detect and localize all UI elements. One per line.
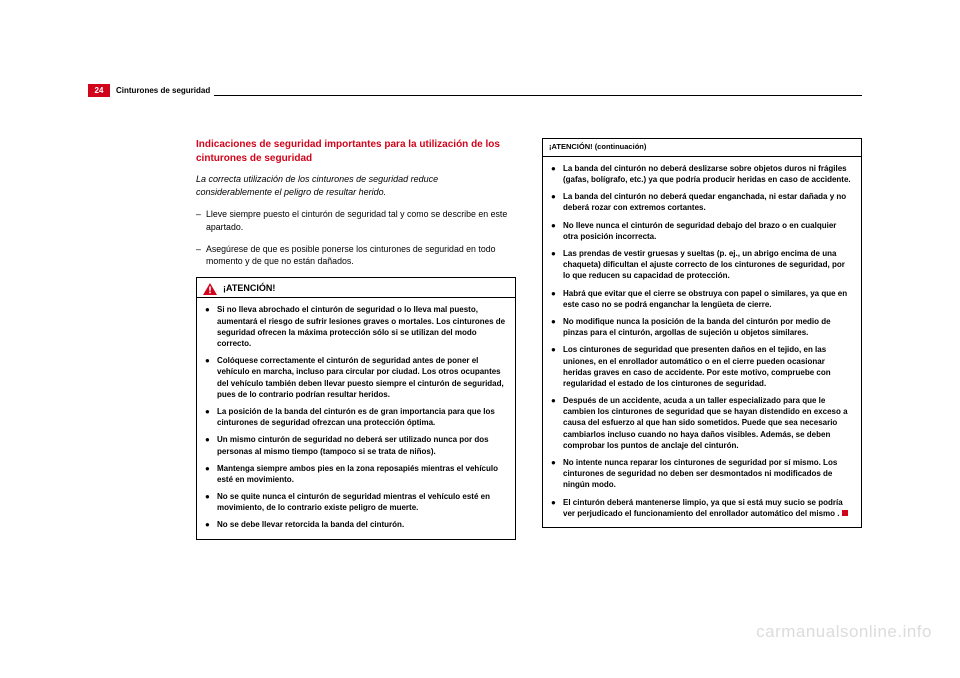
- section-title: Cinturones de seguridad: [110, 86, 210, 95]
- warning-bullet: ●Un mismo cinturón de seguridad no deber…: [205, 434, 507, 456]
- bullet-icon: ●: [551, 191, 563, 213]
- bullet-icon: ●: [205, 355, 217, 400]
- warning-bullet: ●Los cinturones de seguridad que present…: [551, 344, 853, 389]
- bullet-icon: ●: [551, 344, 563, 389]
- bullet-icon: ●: [551, 395, 563, 451]
- warning-title: ¡ATENCIÓN!: [223, 282, 275, 295]
- bullet-icon: ●: [205, 406, 217, 428]
- subsection-title: Indicaciones de seguridad importantes pa…: [196, 138, 516, 165]
- list-item: – Lleve siempre puesto el cinturón de se…: [196, 208, 516, 233]
- warning-title-continued: ¡ATENCIÓN! (continuación): [549, 142, 646, 153]
- warning-bullet: ●Mantenga siempre ambos pies en la zona …: [205, 463, 507, 485]
- warning-bullet: ●No modifique nunca la posición de la ba…: [551, 316, 853, 338]
- bullet-text: No se quite nunca el cinturón de segurid…: [217, 491, 507, 513]
- end-of-section-icon: [842, 510, 848, 516]
- bullet-text: Después de un accidente, acuda a un tall…: [563, 395, 853, 451]
- warning-bullet: ●La posición de la banda del cinturón es…: [205, 406, 507, 428]
- intro-text: La correcta utilización de los cinturone…: [196, 173, 516, 198]
- bullet-icon: ●: [551, 163, 563, 185]
- warning-triangle-icon: [203, 283, 217, 295]
- page-number: 24: [95, 86, 104, 95]
- bullet-text: Mantenga siempre ambos pies en la zona r…: [217, 463, 507, 485]
- bullet-text: El cinturón deberá mantenerse limpio, ya…: [563, 498, 843, 518]
- warning-bullet: ●Colóquese correctamente el cinturón de …: [205, 355, 507, 400]
- warning-header: ¡ATENCIÓN!: [197, 278, 515, 298]
- page-header: Cinturones de seguridad: [110, 84, 862, 97]
- bullet-icon: ●: [205, 491, 217, 513]
- warning-box: ¡ATENCIÓN! ●Si no lleva abrochado el cin…: [196, 277, 516, 539]
- bullet-text: No modifique nunca la posición de la ban…: [563, 316, 853, 338]
- bullet-text: No intente nunca reparar los cinturones …: [563, 457, 853, 491]
- bullet-icon: ●: [205, 304, 217, 349]
- bullet-icon: ●: [205, 519, 217, 530]
- warning-bullet: ●La banda del cinturón no deberá desliza…: [551, 163, 853, 185]
- list-item-text: Asegúrese de que es posible ponerse los …: [206, 243, 516, 268]
- warning-bullet: ●No lleve nunca el cinturón de seguridad…: [551, 220, 853, 242]
- bullet-icon: ●: [551, 316, 563, 338]
- bullet-text: Las prendas de vestir gruesas y sueltas …: [563, 248, 853, 282]
- header-rule: [214, 95, 862, 96]
- bullet-icon: ●: [551, 248, 563, 282]
- warning-bullet: ●Habrá que evitar que el cierre se obstr…: [551, 288, 853, 310]
- list-item: – Asegúrese de que es posible ponerse lo…: [196, 243, 516, 268]
- warning-bullet: ●No intente nunca reparar los cinturones…: [551, 457, 853, 491]
- list-item-text: Lleve siempre puesto el cinturón de segu…: [206, 208, 516, 233]
- bullet-icon: ●: [551, 457, 563, 491]
- bullet-text-with-end: El cinturón deberá mantenerse limpio, ya…: [563, 497, 853, 519]
- bullet-icon: ●: [205, 463, 217, 485]
- bullet-text: No se debe llevar retorcida la banda del…: [217, 519, 404, 530]
- bullet-text: La banda del cinturón no deberá deslizar…: [563, 163, 853, 185]
- content-columns: Indicaciones de seguridad importantes pa…: [196, 138, 862, 540]
- bullet-text: La banda del cinturón no deberá quedar e…: [563, 191, 853, 213]
- warning-body: ●Si no lleva abrochado el cinturón de se…: [197, 298, 515, 538]
- page-number-tab: 24: [88, 84, 110, 97]
- bullet-icon: ●: [551, 497, 563, 519]
- bullet-icon: ●: [205, 434, 217, 456]
- warning-bullet: ●No se debe llevar retorcida la banda de…: [205, 519, 507, 530]
- bullet-text: Habrá que evitar que el cierre se obstru…: [563, 288, 853, 310]
- bullet-text: Los cinturones de seguridad que presente…: [563, 344, 853, 389]
- warning-bullet: ●Después de un accidente, acuda a un tal…: [551, 395, 853, 451]
- bullet-text: La posición de la banda del cinturón es …: [217, 406, 507, 428]
- watermark-text: carmanualsonline.info: [756, 622, 932, 642]
- left-column: Indicaciones de seguridad importantes pa…: [196, 138, 516, 540]
- manual-page: 24 Cinturones de seguridad Indicaciones …: [0, 0, 960, 678]
- warning-box-continued: ¡ATENCIÓN! (continuación) ●La banda del …: [542, 138, 862, 528]
- warning-bullet: ●Si no lleva abrochado el cinturón de se…: [205, 304, 507, 349]
- bullet-text: No lleve nunca el cinturón de seguridad …: [563, 220, 853, 242]
- bullet-text: Un mismo cinturón de seguridad no deberá…: [217, 434, 507, 456]
- bullet-icon: ●: [551, 288, 563, 310]
- dash-icon: –: [196, 243, 206, 268]
- bullet-icon: ●: [551, 220, 563, 242]
- warning-bullet: ●Las prendas de vestir gruesas y sueltas…: [551, 248, 853, 282]
- right-column: ¡ATENCIÓN! (continuación) ●La banda del …: [542, 138, 862, 540]
- warning-header-continued: ¡ATENCIÓN! (continuación): [543, 139, 861, 157]
- warning-bullet-last: ● El cinturón deberá mantenerse limpio, …: [551, 497, 853, 519]
- warning-bullet: ●La banda del cinturón no deberá quedar …: [551, 191, 853, 213]
- warning-body: ●La banda del cinturón no deberá desliza…: [543, 157, 861, 527]
- dash-icon: –: [196, 208, 206, 233]
- warning-bullet: ●No se quite nunca el cinturón de seguri…: [205, 491, 507, 513]
- bullet-text: Colóquese correctamente el cinturón de s…: [217, 355, 507, 400]
- bullet-text: Si no lleva abrochado el cinturón de seg…: [217, 304, 507, 349]
